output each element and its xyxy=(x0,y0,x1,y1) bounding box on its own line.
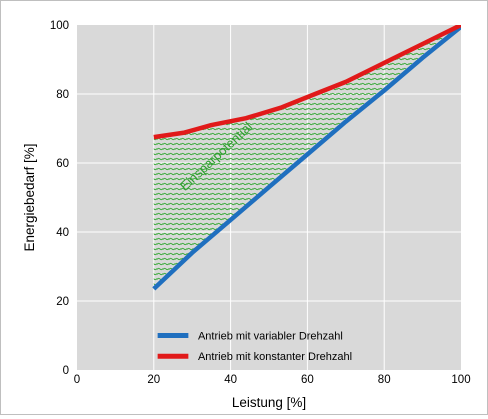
x-tick-label: 80 xyxy=(378,374,391,386)
y-tick-label: 60 xyxy=(56,158,69,170)
y-tick-label: 100 xyxy=(50,20,69,32)
x-tick-label: 40 xyxy=(224,374,237,386)
x-tick-label: 100 xyxy=(451,374,470,386)
y-tick-label: 80 xyxy=(56,89,69,101)
x-tick-label: 60 xyxy=(301,374,314,386)
legend-label-variable: Antrieb mit variabler Drehzahl xyxy=(198,331,343,343)
x-tick-label: 0 xyxy=(74,374,80,386)
x-tick-label: 20 xyxy=(147,374,160,386)
y-tick-label: 40 xyxy=(56,227,69,239)
y-tick-label: 20 xyxy=(56,296,69,308)
x-axis-label: Leistung [%] xyxy=(232,395,306,410)
legend-label-constant: Antrieb mit konstanter Drehzahl xyxy=(198,351,352,363)
y-axis-label: Energiebedarf [%] xyxy=(22,143,37,251)
y-tick-label: 0 xyxy=(63,365,69,377)
legend: Antrieb mit variabler Drehzahl Antrieb m… xyxy=(157,331,352,363)
series-line-constant xyxy=(153,25,461,140)
series-line-variable xyxy=(152,25,461,291)
